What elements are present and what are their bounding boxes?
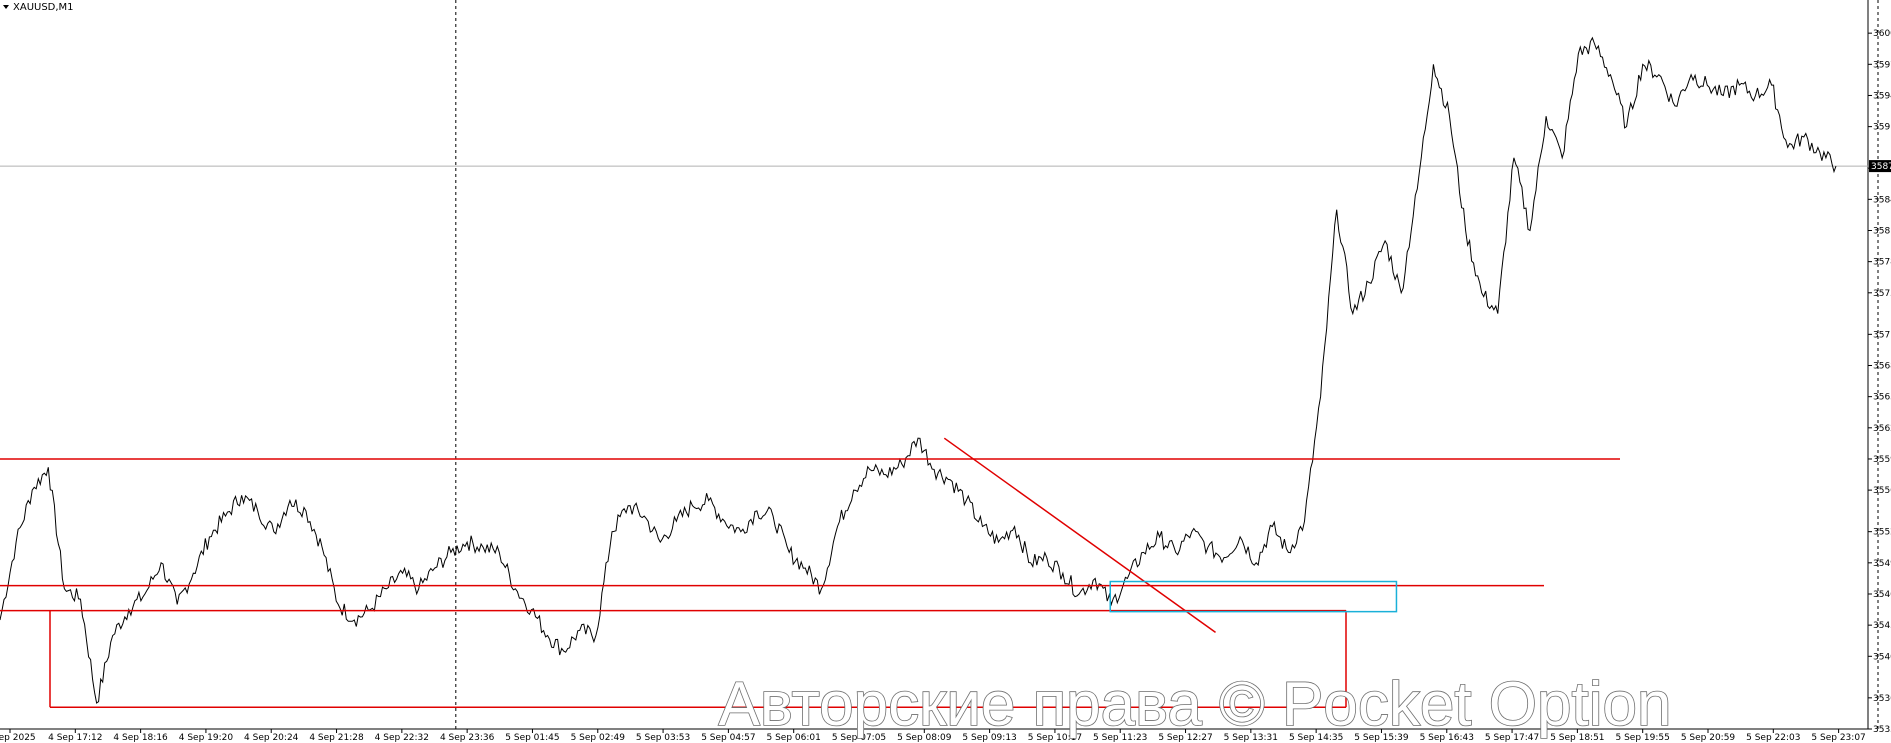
time-tick-label: 5 Sep 04:57 (701, 733, 755, 743)
time-tick-label: 4 Sep 18:16 (113, 733, 168, 743)
time-tick-label: 4 Sep 22:32 (375, 733, 429, 743)
trendline[interactable] (943, 437, 1216, 634)
current-price-badge (1869, 160, 1891, 173)
price-tick-label: 3591 (1873, 123, 1891, 133)
symbol-label: XAUUSD,M1 (13, 2, 74, 13)
time-tick-label: 5 Sep 17:47 (1485, 733, 1539, 743)
chart-lines (0, 0, 1879, 730)
price-tick-label: 3536 (1873, 694, 1891, 704)
price-tick-label: 3600 (1873, 29, 1891, 39)
time-tick-label: 5 Sep 06:01 (767, 733, 821, 743)
time-tick-label: 5 Sep 11:23 (1093, 733, 1147, 743)
time-tick-label: 5 Sep 16:43 (1420, 733, 1474, 743)
symbol-header[interactable]: XAUUSD,M1 (3, 2, 74, 13)
price-tick-label: 3571 (1873, 330, 1891, 340)
time-tick-label: 4 Sep 21:28 (309, 733, 364, 743)
price-tick-label: 3568 (1873, 362, 1891, 372)
time-tick-label: 5 Sep 01:45 (505, 733, 559, 743)
price-tick-label: 3562 (1873, 424, 1891, 434)
time-tick-label: 4 Sep 20:24 (244, 733, 299, 743)
time-tick-label: 5 Sep 15:39 (1354, 733, 1409, 743)
price-tick-label: 3546 (1873, 590, 1891, 600)
time-tick-label: 5 Sep 07:05 (832, 733, 886, 743)
time-tick-label: 5 Sep 03:53 (636, 733, 690, 743)
chevron-down-icon[interactable] (3, 5, 9, 9)
price-tick-label: 3578 (1873, 258, 1891, 268)
drawn-objects[interactable] (0, 437, 1620, 708)
price-tick-label: 3594 (1873, 91, 1891, 101)
time-tick-label: 5 Sep 02:49 (571, 733, 626, 743)
price-tick-label: 3565 (1873, 393, 1891, 403)
watermark: Авторские права © Pocket Option (719, 670, 1672, 739)
time-axis[interactable]: 4 Sep 2025 4 Sep 17:12 4 Sep 18:16 4 Sep 19… (0, 729, 1866, 743)
time-tick-label: 5 Sep 10:17 (1028, 733, 1082, 743)
price-tick-label: 3552 (1873, 528, 1891, 538)
price-tick-label: 3581 (1873, 226, 1891, 236)
price-tick-label: 3597 (1873, 60, 1891, 70)
time-tick-label: 4 Sep 2025 (0, 733, 36, 743)
price-tick-label: 3540 (1873, 652, 1891, 662)
price-tick-label: 3584 (1873, 195, 1891, 205)
rectangle-zone[interactable] (1109, 580, 1398, 613)
time-tick-label: 4 Sep 23:36 (440, 733, 495, 743)
time-tick-label: 5 Sep 08:09 (897, 733, 952, 743)
time-tick-label: 4 Sep 19:20 (179, 733, 234, 743)
time-tick-label: 5 Sep 14:35 (1289, 733, 1343, 743)
price-tick-label: 3549 (1873, 559, 1891, 569)
time-tick-label: 5 Sep 22:03 (1746, 733, 1800, 743)
price-series (0, 36, 1837, 704)
price-tick-label: 3559 (1873, 455, 1891, 465)
time-tick-label: 4 Sep 17:12 (48, 733, 102, 743)
price-line (0, 36, 1837, 704)
time-tick-label: 5 Sep 09:13 (962, 733, 1016, 743)
time-tick-label: 5 Sep 12:27 (1158, 733, 1212, 743)
time-tick-label: 5 Sep 18:51 (1550, 733, 1604, 743)
time-tick-label: 5 Sep 19:55 (1616, 733, 1670, 743)
price-tick-label: 3575 (1873, 289, 1891, 299)
time-tick-label: 5 Sep 13:31 (1224, 733, 1278, 743)
price-tick-label: 3556 (1873, 486, 1891, 496)
time-tick-label: 5 Sep 23:07 (1811, 733, 1865, 743)
time-tick-label: 5 Sep 20:59 (1681, 733, 1736, 743)
price-axis[interactable]: 3600 3597 3594 3591 3587 3584 3581 3578 3575 3571… (1868, 29, 1891, 735)
current-price-label: 3587 (1871, 162, 1891, 172)
